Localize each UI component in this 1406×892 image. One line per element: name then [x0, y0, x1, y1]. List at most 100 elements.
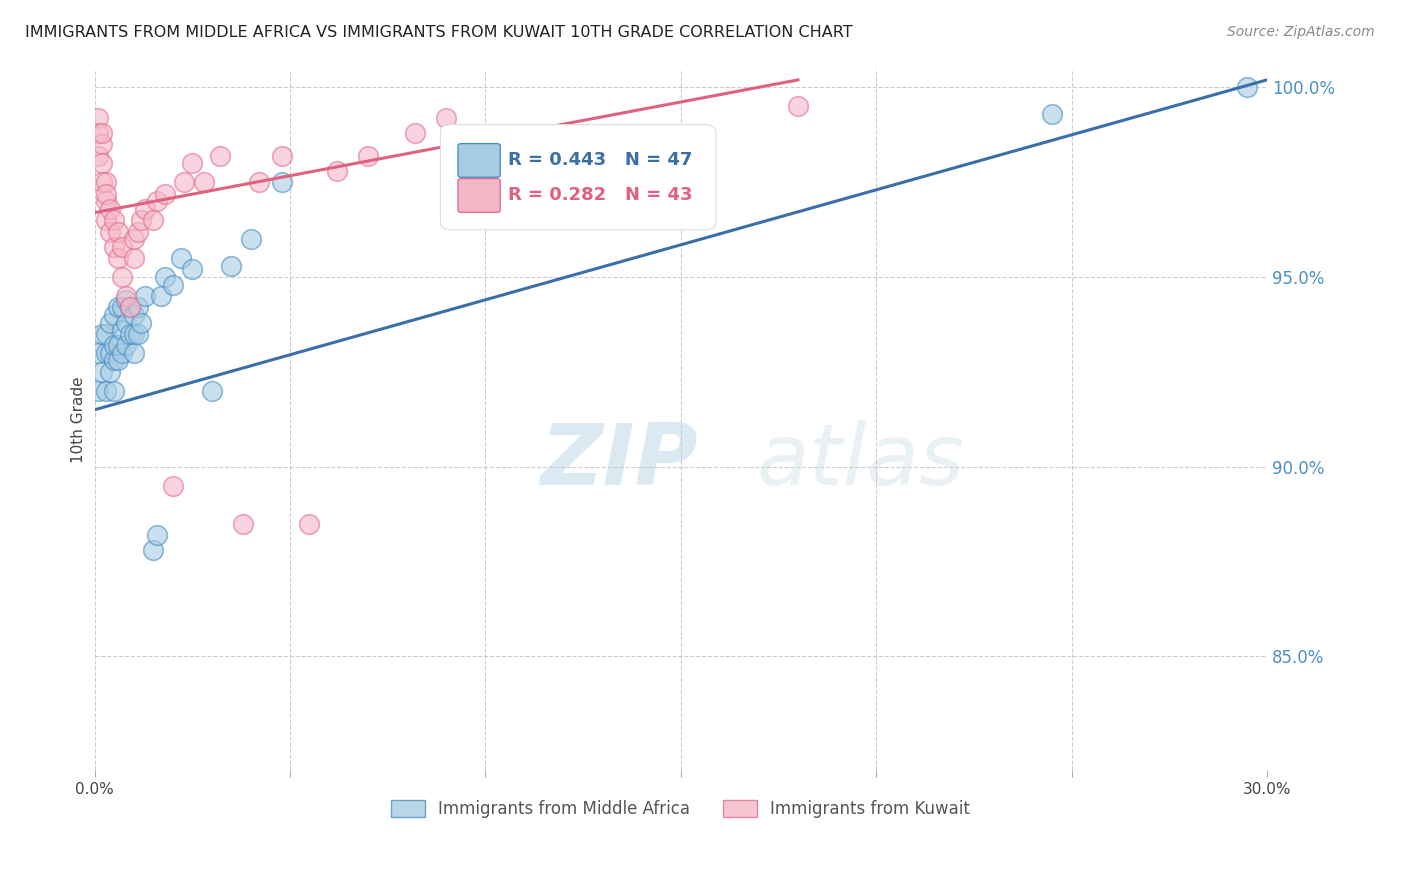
Point [127, 326, 149, 341]
Y-axis label: 10th Grade: 10th Grade [72, 376, 86, 463]
Point [127, 301, 149, 315]
Point [114, 289, 136, 303]
Point [103, 353, 125, 368]
Point [271, 175, 294, 189]
Text: atlas: atlas [756, 420, 965, 503]
Point [103, 338, 125, 352]
Point [107, 251, 129, 265]
FancyBboxPatch shape [458, 144, 501, 178]
Point [103, 213, 125, 227]
Point [91, 126, 114, 140]
Text: R = 0.282   N = 43: R = 0.282 N = 43 [509, 186, 693, 204]
Point [96, 186, 118, 201]
Point [107, 338, 129, 352]
Point [114, 293, 136, 307]
Point [98, 365, 121, 379]
Point [98, 316, 121, 330]
Point [127, 225, 149, 239]
Point [326, 164, 349, 178]
Point [91, 326, 114, 341]
Point [103, 384, 125, 398]
Point [1236, 80, 1258, 95]
Point [434, 111, 457, 125]
Point [91, 175, 114, 189]
Point [247, 175, 270, 189]
Point [181, 156, 204, 170]
Point [142, 543, 165, 558]
Point [122, 232, 145, 246]
Point [232, 516, 254, 531]
Text: R = 0.443   N = 47: R = 0.443 N = 47 [509, 152, 693, 169]
Point [131, 213, 153, 227]
Point [153, 270, 176, 285]
Point [114, 338, 136, 352]
Point [96, 346, 118, 360]
Point [98, 225, 121, 239]
Point [114, 316, 136, 330]
FancyBboxPatch shape [440, 125, 716, 230]
Point [122, 308, 145, 322]
Point [91, 137, 114, 152]
Point [131, 316, 153, 330]
Point [173, 175, 195, 189]
Point [146, 528, 169, 542]
Point [96, 213, 118, 227]
Point [96, 326, 118, 341]
Point [96, 175, 118, 189]
Point [103, 308, 125, 322]
Point [87, 384, 110, 398]
Point [181, 262, 204, 277]
Point [404, 126, 426, 140]
Point [787, 99, 810, 113]
Point [357, 149, 380, 163]
Legend: Immigrants from Middle Africa, Immigrants from Kuwait: Immigrants from Middle Africa, Immigrant… [385, 793, 977, 825]
Point [98, 346, 121, 360]
Point [146, 194, 169, 209]
Point [96, 384, 118, 398]
Point [142, 213, 165, 227]
Point [111, 270, 134, 285]
Point [111, 301, 134, 315]
Point [122, 251, 145, 265]
Point [111, 240, 134, 254]
Point [162, 277, 184, 292]
Point [87, 126, 110, 140]
Point [298, 516, 321, 531]
FancyBboxPatch shape [458, 178, 501, 212]
Point [193, 175, 215, 189]
Point [153, 186, 176, 201]
Point [208, 149, 231, 163]
Point [122, 346, 145, 360]
Point [87, 111, 110, 125]
Point [107, 301, 129, 315]
Point [169, 251, 191, 265]
Point [118, 301, 141, 315]
Point [107, 353, 129, 368]
Point [111, 323, 134, 337]
Point [91, 365, 114, 379]
Point [134, 202, 156, 216]
Point [107, 225, 129, 239]
Point [118, 301, 141, 315]
Point [87, 346, 110, 360]
Point [103, 240, 125, 254]
Text: IMMIGRANTS FROM MIDDLE AFRICA VS IMMIGRANTS FROM KUWAIT 10TH GRADE CORRELATION C: IMMIGRANTS FROM MIDDLE AFRICA VS IMMIGRA… [25, 25, 853, 40]
Point [201, 384, 224, 398]
Point [118, 326, 141, 341]
Point [122, 326, 145, 341]
Point [1040, 107, 1063, 121]
Point [87, 149, 110, 163]
Point [553, 194, 575, 209]
Point [221, 259, 243, 273]
Point [162, 478, 184, 492]
Point [271, 149, 294, 163]
Point [689, 149, 711, 163]
Point [150, 289, 173, 303]
Point [96, 194, 118, 209]
Point [134, 289, 156, 303]
Point [239, 232, 262, 246]
Point [98, 202, 121, 216]
Text: Source: ZipAtlas.com: Source: ZipAtlas.com [1227, 25, 1375, 39]
Text: ZIP: ZIP [540, 420, 697, 503]
Point [111, 346, 134, 360]
